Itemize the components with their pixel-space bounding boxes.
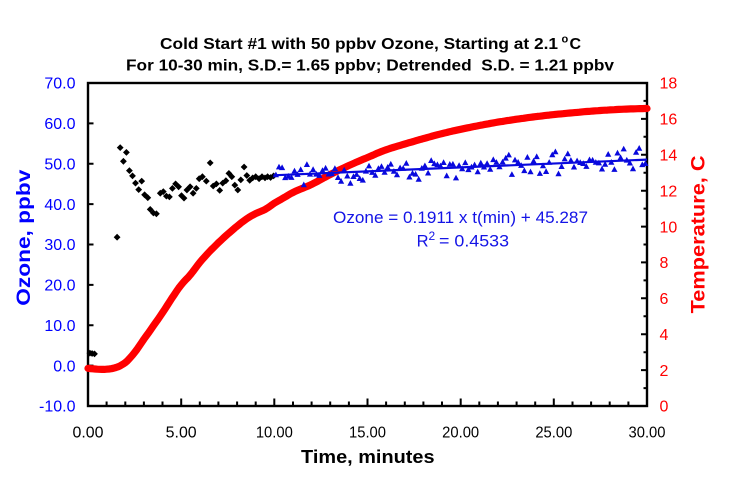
svg-text:Cold Start #1 with 50 ppbv Ozo: Cold Start #1 with 50 ppbv Ozone, Starti… xyxy=(160,36,558,53)
svg-text:Time, minutes: Time, minutes xyxy=(301,447,435,467)
svg-text:Ozone, ppbv: Ozone, ppbv xyxy=(14,169,35,306)
svg-text:60.0: 60.0 xyxy=(44,116,75,133)
svg-text:For 10-30 min, S.D.= 1.65 ppbv: For 10-30 min, S.D.= 1.65 ppbv; Detrende… xyxy=(126,58,614,75)
svg-text:14: 14 xyxy=(660,147,678,164)
svg-text:15.00: 15.00 xyxy=(349,425,386,442)
svg-text:= 0.4533: = 0.4533 xyxy=(439,233,509,251)
svg-text:5.00: 5.00 xyxy=(166,425,197,442)
svg-text:20.0: 20.0 xyxy=(44,278,75,295)
svg-text:o: o xyxy=(562,34,569,46)
svg-text:0.0: 0.0 xyxy=(53,358,75,375)
svg-text:20.00: 20.00 xyxy=(442,425,479,442)
svg-text:30.00: 30.00 xyxy=(629,425,666,442)
svg-text:12: 12 xyxy=(660,183,678,200)
svg-text:2: 2 xyxy=(660,363,669,380)
svg-text:70.0: 70.0 xyxy=(44,76,75,93)
svg-text:4: 4 xyxy=(660,327,669,344)
svg-text:18: 18 xyxy=(660,76,678,93)
svg-text:Ozone = 0.1911 x t(min) + 45.2: Ozone = 0.1911 x t(min) + 45.287 xyxy=(333,209,588,227)
svg-text:C: C xyxy=(570,36,582,53)
svg-text:25.00: 25.00 xyxy=(535,425,572,442)
svg-text:R: R xyxy=(417,233,429,251)
svg-text:30.0: 30.0 xyxy=(44,237,75,254)
svg-text:2: 2 xyxy=(429,229,436,243)
svg-text:-10.0: -10.0 xyxy=(39,399,76,416)
svg-text:50.0: 50.0 xyxy=(44,156,75,173)
svg-text:6: 6 xyxy=(660,291,669,308)
svg-text:0: 0 xyxy=(660,399,669,416)
svg-text:10.0: 10.0 xyxy=(44,318,75,335)
svg-text:10: 10 xyxy=(660,219,678,236)
svg-text:0.00: 0.00 xyxy=(73,425,104,442)
svg-text:10.00: 10.00 xyxy=(256,425,293,442)
svg-text:40.0: 40.0 xyxy=(44,197,75,214)
svg-text:8: 8 xyxy=(660,255,669,272)
svg-text:Temperature, C: Temperature, C xyxy=(689,155,710,313)
svg-text:16: 16 xyxy=(660,112,678,129)
